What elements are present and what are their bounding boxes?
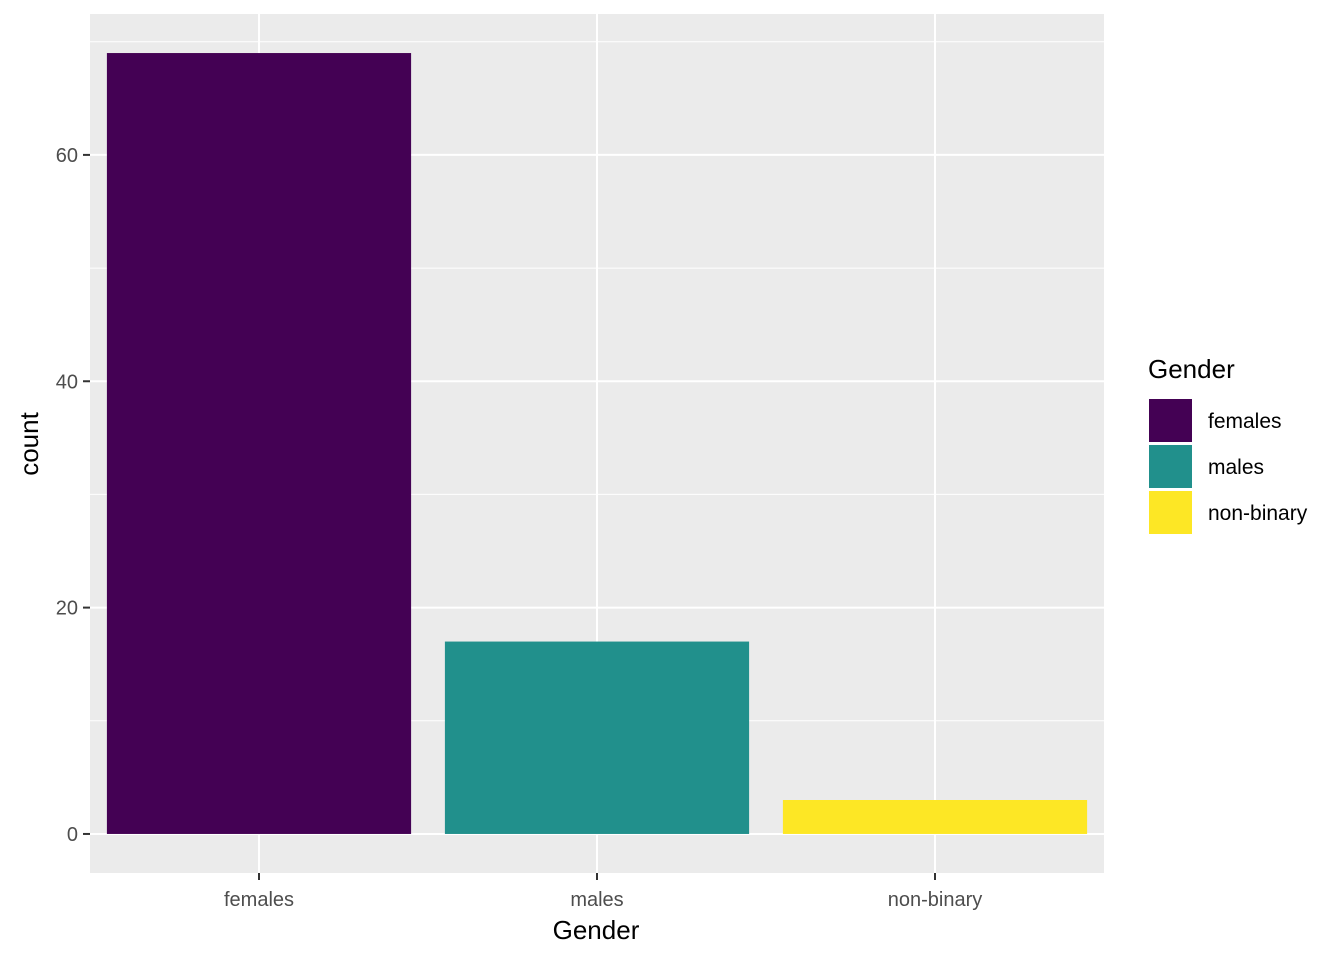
x-tick-label: males (570, 889, 623, 911)
legend-swatch-females (1149, 399, 1192, 442)
legend: Gender females males non-binary (1148, 354, 1308, 535)
bars (106, 53, 1088, 834)
y-axis-title: count (14, 411, 44, 475)
x-tick-label: non-binary (888, 889, 983, 911)
x-tick-label: females (224, 889, 294, 911)
legend-label: non-binary (1208, 502, 1308, 525)
y-tick-label: 0 (67, 824, 78, 846)
legend-items: females males non-binary (1148, 398, 1308, 535)
legend-title: Gender (1148, 354, 1235, 384)
x-axis-title: Gender (553, 915, 640, 945)
legend-label: males (1208, 456, 1264, 479)
y-axis: 0 20 40 60 (56, 145, 90, 846)
x-axis: females males non-binary (224, 873, 982, 911)
y-tick-label: 60 (56, 145, 78, 167)
bar-males (444, 641, 750, 834)
bar-females (106, 53, 412, 834)
bar-non-binary (782, 800, 1088, 834)
legend-label: females (1208, 410, 1282, 433)
y-tick-label: 40 (56, 371, 78, 393)
legend-swatch-non-binary (1149, 491, 1192, 534)
y-tick-label: 20 (56, 598, 78, 620)
legend-swatch-males (1149, 445, 1192, 488)
